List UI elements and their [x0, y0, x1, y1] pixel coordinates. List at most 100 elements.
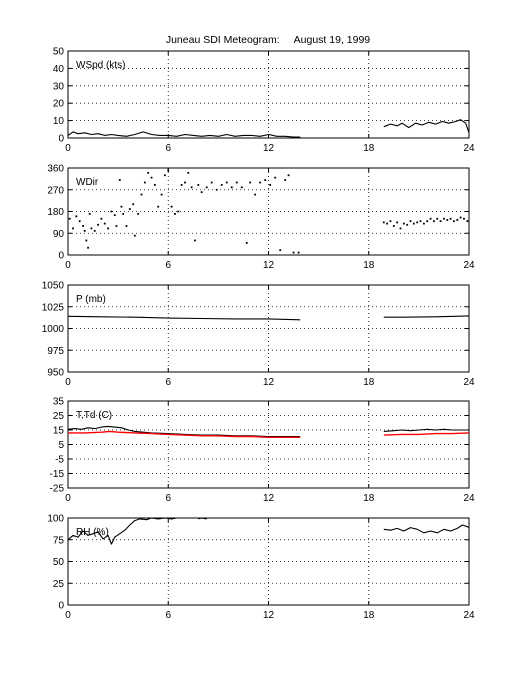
data-point [174, 213, 176, 215]
x-tick-label: 12 [263, 377, 275, 388]
data-point [93, 229, 96, 232]
x-tick-label: 0 [65, 610, 71, 621]
data-point [88, 213, 91, 215]
data-point [128, 208, 131, 210]
data-point [443, 217, 445, 220]
y-tick-label: 950 [47, 368, 64, 379]
data-point [382, 221, 385, 224]
y-tick-label: 10 [53, 116, 65, 127]
panel-label: P (mb) [76, 294, 106, 305]
data-point [399, 227, 402, 230]
x-tick-label: 12 [263, 260, 275, 271]
data-point [230, 186, 233, 189]
data-point [433, 220, 435, 223]
y-tick-label: -25 [50, 484, 65, 495]
panel-4: 0 6 12 18 24 0 25 50 75 100 RH (%) [47, 514, 475, 622]
data-point [406, 223, 409, 226]
data-point [143, 181, 146, 184]
data-point [426, 220, 429, 223]
data-point [150, 176, 153, 179]
data-point [184, 181, 186, 184]
data-point [197, 184, 200, 186]
data-point [187, 171, 190, 174]
data-point [170, 205, 173, 208]
data-point [137, 213, 140, 215]
data-point [287, 174, 290, 177]
series-1-segment-0 [68, 430, 301, 438]
data-point [235, 181, 238, 184]
data-point [215, 188, 218, 191]
y-tick-label: 180 [47, 207, 64, 218]
x-tick-label: 12 [263, 610, 275, 621]
data-point [264, 179, 267, 181]
data-point [72, 227, 74, 230]
data-point [210, 181, 213, 184]
y-tick-label: 40 [53, 64, 65, 75]
data-point [85, 239, 88, 242]
data-point [463, 217, 465, 220]
y-tick-label: 100 [47, 514, 64, 525]
y-tick-label: 1050 [42, 281, 65, 292]
data-point [453, 220, 455, 223]
data-point [180, 184, 183, 186]
data-point [254, 193, 257, 196]
y-tick-label: 35 [53, 397, 65, 408]
data-point [416, 221, 419, 224]
data-point [466, 220, 469, 223]
data-point [225, 181, 228, 184]
data-point [292, 251, 295, 254]
y-tick-label: 1000 [42, 324, 65, 335]
series-0-segment-2 [383, 524, 470, 534]
data-point [103, 222, 106, 225]
data-point [82, 225, 84, 227]
data-point [200, 191, 203, 194]
y-tick-label: 360 [47, 164, 64, 175]
data-point [87, 246, 89, 249]
data-point [245, 242, 248, 244]
series-1-segment-1 [383, 432, 470, 436]
data-point [107, 227, 109, 230]
data-point [456, 219, 459, 221]
y-tick-label: 15 [53, 426, 65, 437]
x-tick-label: 6 [165, 610, 171, 621]
data-point [125, 225, 128, 227]
y-tick-label: 50 [53, 47, 65, 58]
data-point [389, 220, 392, 223]
x-tick-label: 24 [463, 610, 475, 621]
y-tick-label: -5 [55, 455, 64, 466]
series-0-segment-0 [67, 517, 177, 545]
x-tick-label: 6 [165, 377, 171, 388]
panel-label: WSpd (kts) [76, 60, 125, 71]
data-point [284, 179, 287, 181]
data-point [115, 225, 118, 227]
x-tick-label: 24 [463, 143, 475, 154]
panel-0: 0 6 12 18 24 0 10 20 30 40 50 WSpd (kts) [53, 47, 475, 155]
data-point [205, 186, 208, 189]
x-tick-label: 18 [363, 260, 375, 271]
series-0-segment-0 [67, 315, 301, 321]
y-tick-label: 0 [58, 134, 64, 145]
data-point [297, 251, 300, 254]
x-tick-label: 24 [463, 493, 475, 504]
data-point [259, 181, 262, 184]
data-point [396, 221, 399, 224]
data-point [249, 181, 252, 184]
data-point [75, 215, 78, 218]
y-tick-label: -15 [50, 469, 65, 480]
data-point [446, 219, 449, 221]
y-tick-label: 75 [53, 535, 65, 546]
y-tick-label: 0 [58, 251, 64, 262]
panel-3: 0 6 12 18 24 -25 -15 -5 5 15 25 35 T,Td (C) [50, 397, 475, 505]
y-tick-label: 50 [53, 557, 65, 568]
data-point [449, 217, 452, 220]
data-point [279, 249, 282, 252]
panel-label: T,Td (C) [76, 410, 112, 421]
data-point [97, 223, 99, 226]
data-point [153, 184, 156, 186]
series-0-segment-0 [67, 131, 301, 138]
y-tick-label: 25 [53, 579, 65, 590]
x-tick-label: 0 [65, 493, 71, 504]
data-point [422, 222, 425, 225]
